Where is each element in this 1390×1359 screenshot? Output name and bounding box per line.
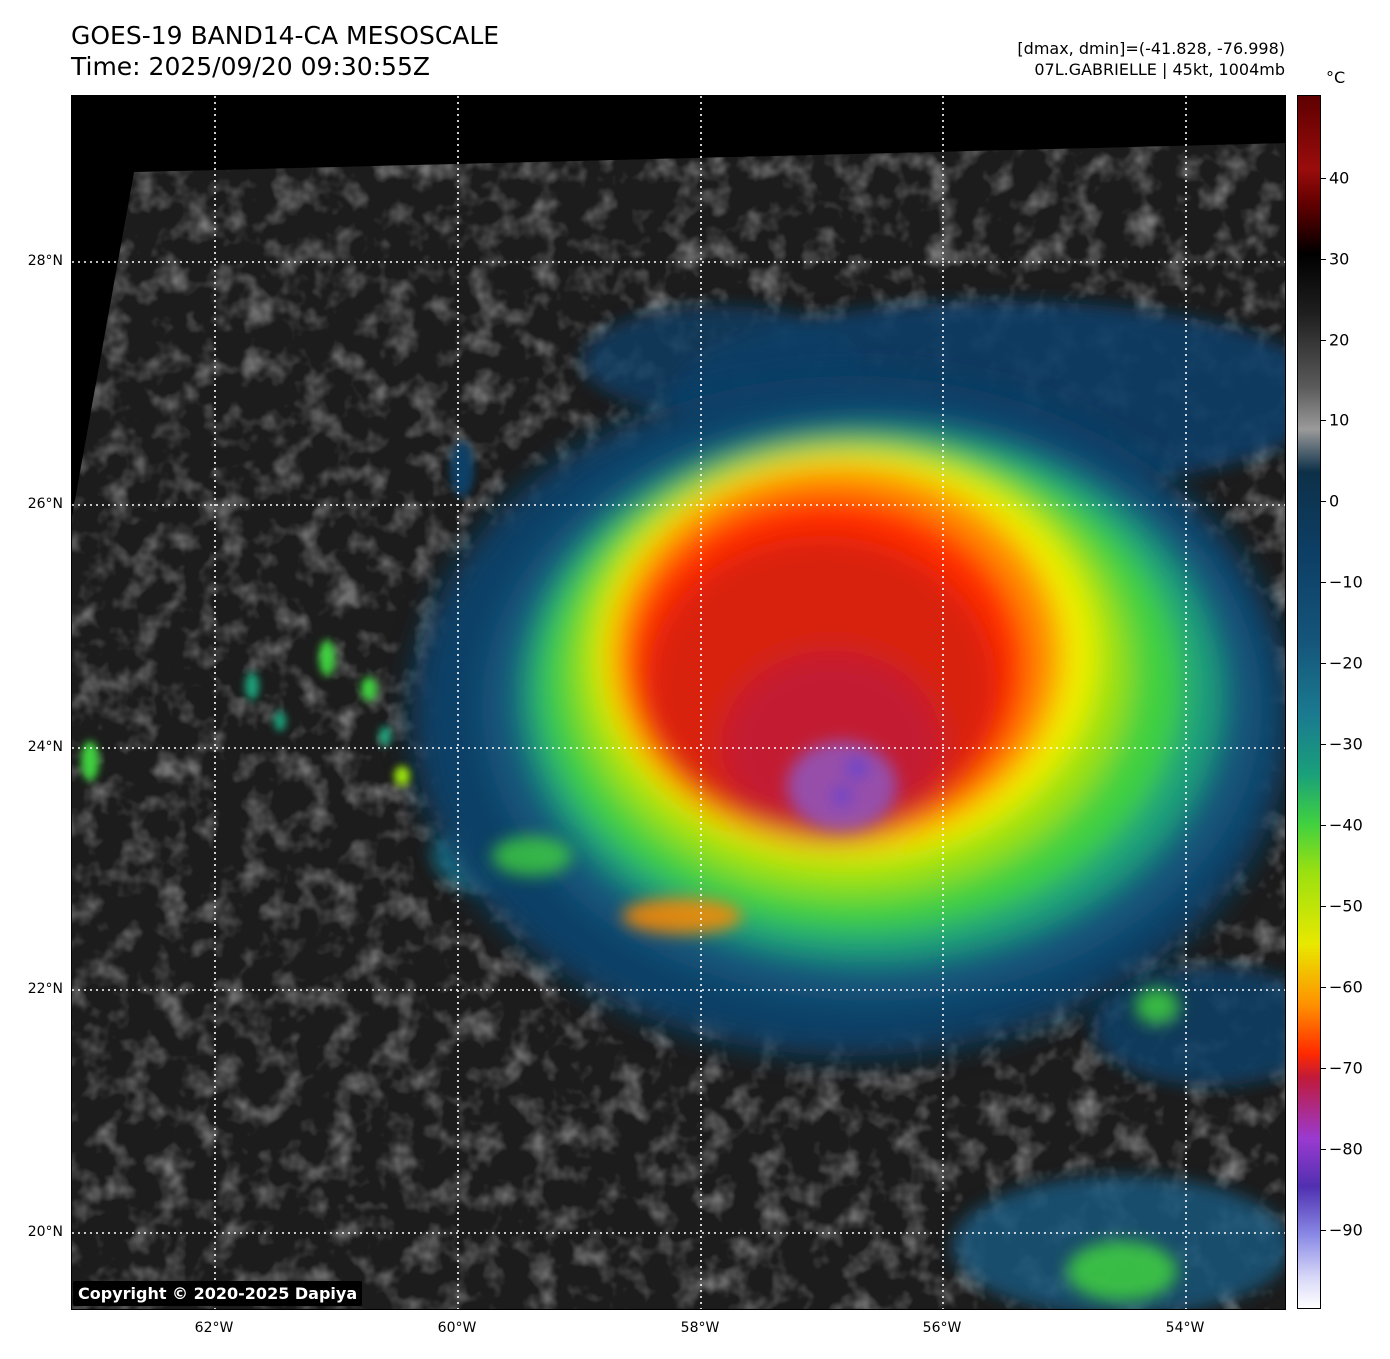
colorbar-tick: 0 <box>1329 491 1340 511</box>
lon-label: 62°W <box>194 1320 234 1336</box>
colorbar-tickmark <box>1321 906 1326 907</box>
colorbar-tick: −80 <box>1329 1139 1363 1159</box>
lon-label: 58°W <box>680 1320 720 1336</box>
observation-time: Time: 2025/09/20 09:30:55Z <box>71 52 430 81</box>
colorbar-tick: −70 <box>1329 1058 1363 1078</box>
colorbar-tickmark <box>1321 825 1326 826</box>
colorbar-tickmark <box>1321 582 1326 583</box>
lon-label: 56°W <box>922 1320 962 1336</box>
colorbar-tickmark <box>1321 744 1326 745</box>
temperature-range: [dmax, dmin]=(-41.828, -76.998) <box>1017 39 1285 58</box>
colorbar-tickmark <box>1321 501 1326 502</box>
colorbar-tickmark <box>1321 178 1326 179</box>
storm-cloud-shield <box>412 376 1285 1056</box>
colorbar-tick: −90 <box>1329 1220 1363 1240</box>
colorbar-tick: −30 <box>1329 734 1363 754</box>
colorbar-tickmark <box>1321 987 1326 988</box>
lat-label: 26°N <box>27 496 63 512</box>
satellite-image <box>71 95 1286 1310</box>
lat-label: 24°N <box>27 739 63 755</box>
title-block: GOES-19 BAND14-CA MESOSCALE Time: 2025/0… <box>71 20 499 82</box>
colorbar-tickmark <box>1321 1068 1326 1069</box>
lat-label: 22°N <box>27 981 63 997</box>
colorbar-tickmark <box>1321 1230 1326 1231</box>
scan-mask <box>72 96 1285 516</box>
graticule <box>72 96 1285 1309</box>
colorbar-tick: 20 <box>1329 330 1350 350</box>
colorbar-tick: −40 <box>1329 815 1363 835</box>
colorbar-tick: −50 <box>1329 896 1363 916</box>
lat-label: 28°N <box>27 253 63 269</box>
colorbar-tickmark <box>1321 1149 1326 1150</box>
colorbar-tickmark <box>1321 420 1326 421</box>
colorbar-tick: −20 <box>1329 653 1363 673</box>
scattered-cells <box>81 441 474 786</box>
colorbar-unit: °C <box>1326 68 1346 87</box>
storm-core <box>787 741 897 831</box>
colorbar-tick: 30 <box>1329 249 1350 269</box>
colorbar-tick: 40 <box>1329 168 1350 188</box>
satellite-image-svg <box>72 96 1285 1309</box>
meta-block: [dmax, dmin]=(-41.828, -76.998) 07L.GABR… <box>1017 38 1285 80</box>
copyright-badge: Copyright © 2020-2025 Dapiya <box>73 1281 363 1306</box>
product-title: GOES-19 BAND14-CA MESOSCALE <box>71 21 500 50</box>
colorbar <box>1297 95 1321 1309</box>
colorbar-tick: −60 <box>1329 977 1363 997</box>
storm-info: 07L.GABRIELLE | 45kt, 1004mb <box>1034 60 1285 79</box>
colorbar-tick: −10 <box>1329 572 1363 592</box>
lat-label: 20°N <box>27 1224 63 1240</box>
colorbar-tickmark <box>1321 259 1326 260</box>
lon-label: 54°W <box>1165 1320 1205 1336</box>
colorbar-tick: 10 <box>1329 410 1350 430</box>
feeder-band <box>492 836 1179 1301</box>
colorbar-tickmark <box>1321 340 1326 341</box>
lon-label: 60°W <box>437 1320 477 1336</box>
colorbar-tickmark <box>1321 663 1326 664</box>
